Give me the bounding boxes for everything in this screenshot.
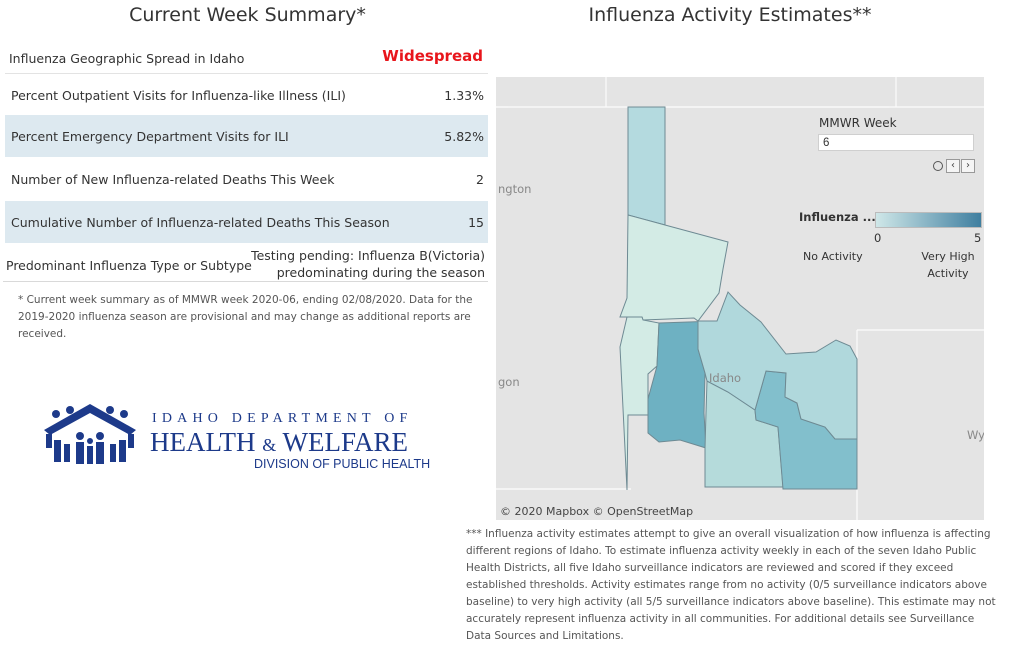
legend-high-label: Very High Activity [921,250,975,280]
summary-footnote: * Current week summary as of MMWR week 2… [18,294,473,340]
logo-welfare: WELFARE [282,427,409,457]
health-districts [619,106,858,491]
mmwr-week-input[interactable] [818,134,974,151]
logo-health: HEALTH [150,427,256,457]
district-1 [627,106,666,226]
legend-title: Influenza ... [799,210,876,224]
legend-color-ramp [875,212,982,228]
summary-row-predominant-type: Predominant Influenza Type or Subtype Te… [3,245,488,282]
row-value: 1.33% [444,88,484,103]
logo-amp: & [262,435,277,455]
summary-row-new-deaths: Number of New Influenza-related Deaths T… [5,158,488,200]
row-label: Percent Emergency Department Visits for … [11,129,289,144]
row-label: Percent Outpatient Visits for Influenza-… [11,88,346,103]
row-label: Influenza Geographic Spread in Idaho [9,51,245,66]
summary-row-cumulative-deaths: Cumulative Number of Influenza-related D… [5,201,488,243]
previous-week-button[interactable]: ‹ [946,158,960,173]
summary-title: Current Week Summary* [129,4,366,26]
logo-line2: HEALTH & WELFARE [150,427,408,458]
legend-min: 0 [874,231,882,245]
district-2 [619,214,729,322]
place-label: Idaho [709,371,742,385]
legend-low-label: No Activity [803,250,863,263]
logo-line3: DIVISION OF PUBLIC HEALTH [254,457,431,471]
mmwr-week-label: MMWR Week [819,116,897,130]
row-value-spread: Widespread [382,47,483,65]
summary-row-outpatient-ili: Percent Outpatient Visits for Influenza-… [5,73,488,115]
activity-footnote: *** Influenza activity estimates attempt… [466,528,996,642]
district-3 [619,316,660,491]
row-label: Predominant Influenza Type or Subtype [6,258,252,273]
map-attribution[interactable]: © 2020 Mapbox © OpenStreetMap [500,505,694,518]
legend-max: 5 [974,231,982,245]
row-value: 15 [468,215,484,230]
summary-row-geographic-spread: Influenza Geographic Spread in Idaho Wid… [3,44,486,72]
row-label: Cumulative Number of Influenza-related D… [11,215,390,230]
place-label: gon [498,375,520,389]
mmwr-week-controls: ‹ › [933,155,975,173]
row-value-line2: predominating during the season [276,265,485,280]
summary-row-ed-visits: Percent Emergency Department Visits for … [5,115,488,157]
idaho-map[interactable]: ngton gon Idaho Wy MMWR Week ‹› Influenz… [496,77,984,520]
place-label: Wy [967,428,984,442]
place-label: ngton [498,182,532,196]
row-label: Number of New Influenza-related Deaths T… [11,172,335,187]
district-7 [697,291,858,440]
row-value: Testing pending: Influenza B(Victoria) p… [245,247,485,281]
row-value-line1: Testing pending: Influenza B(Victoria) [251,248,485,263]
idhw-logo: IDAHO DEPARTMENT OF HEALTH & WELFARE DIV… [40,402,430,476]
houses-icon [44,404,136,464]
play-icon[interactable] [933,160,943,171]
map-title: Influenza Activity Estimates** [588,4,872,26]
map-shapes [496,77,984,520]
row-value: 5.82% [444,129,484,144]
next-week-button[interactable]: › [961,158,975,173]
logo-line1: IDAHO DEPARTMENT OF [152,411,413,426]
row-value: 2 [476,172,484,187]
